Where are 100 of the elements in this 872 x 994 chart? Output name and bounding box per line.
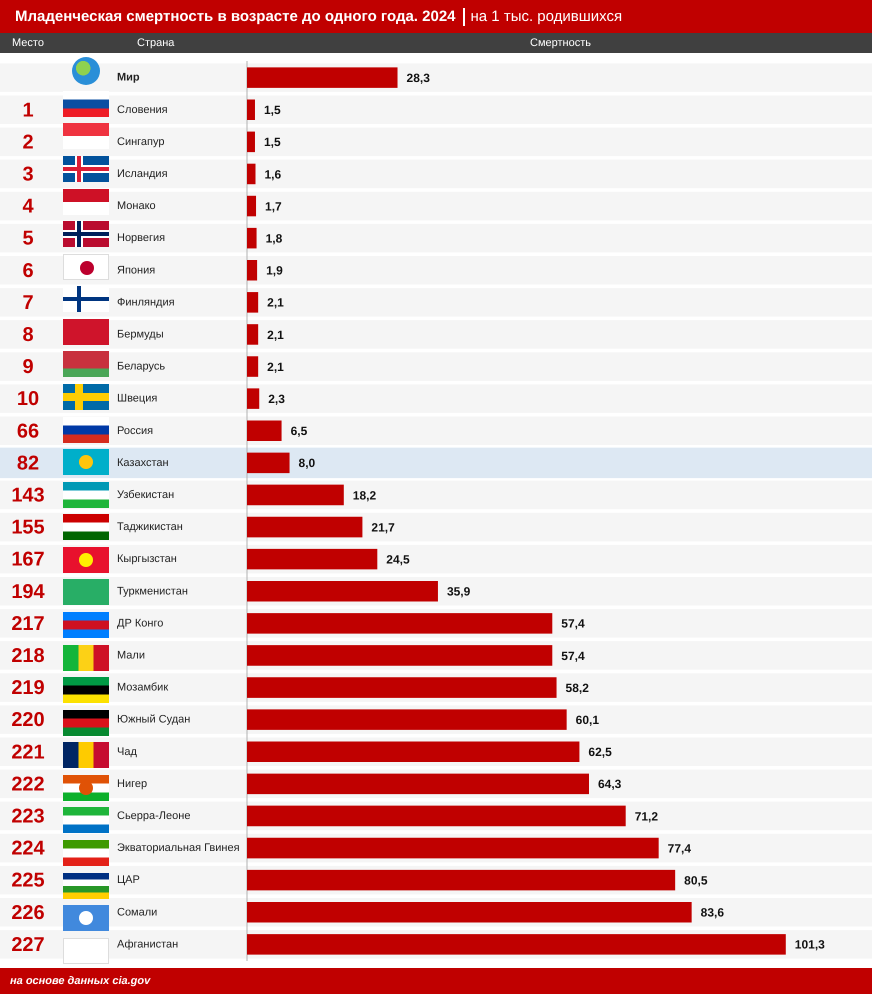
data-label: 8,0 [298, 456, 316, 470]
y-tick-label: Исландия [117, 168, 168, 180]
text: 218 [11, 644, 45, 667]
y-tick-label: Монако [117, 200, 156, 212]
data-label: 28,3 [406, 70, 430, 85]
y-tick-label: Беларусь [117, 360, 166, 373]
text: 194 [11, 580, 46, 603]
data-label: 71,2 [634, 809, 658, 824]
data-label: 77,4 [668, 841, 692, 856]
bar [247, 516, 362, 538]
data-label: 58,2 [566, 680, 590, 695]
data-label: 2,1 [267, 328, 284, 342]
data-label: 24,5 [386, 552, 410, 566]
data-label: 21,7 [371, 520, 396, 534]
bar [247, 934, 786, 955]
data-label: 83,6 [700, 906, 724, 920]
data-label: 6,5 [290, 424, 308, 438]
y-tick-label: Южный Судан [117, 714, 190, 726]
y-tick-label: ЦАР [117, 874, 140, 886]
text: 155 [11, 516, 45, 539]
bar [247, 99, 255, 120]
bar [247, 196, 256, 216]
bar [247, 709, 567, 730]
data-label: 1,8 [266, 231, 283, 246]
data-label: 57,4 [561, 616, 585, 631]
data-label: 1,6 [264, 167, 282, 182]
text: Страна [137, 37, 174, 49]
text: 9 [22, 356, 34, 378]
chart-subtitle: на 1 тыс. родившихся [462, 8, 622, 26]
text: 224 [11, 838, 46, 860]
bar [247, 484, 344, 506]
y-tick-label: Экваториальная Гвинея [117, 842, 240, 854]
data-label: 57,4 [561, 648, 585, 663]
y-tick-label: Россия [117, 424, 154, 437]
y-tick-label: Туркменистан [117, 585, 188, 598]
y-tick-label: Финляндия [117, 296, 175, 308]
y-tick-label: Швеция [117, 392, 158, 405]
text: 226 [11, 902, 45, 924]
bar [247, 580, 438, 602]
text: 6 [22, 260, 34, 282]
text: 225 [11, 870, 45, 892]
bar [247, 774, 589, 794]
y-tick-label: Норвегия [117, 232, 166, 244]
text: 82 [16, 452, 40, 474]
data-label: 1,9 [266, 264, 284, 278]
text: Место [12, 37, 44, 49]
data-label: 1,7 [265, 199, 282, 214]
text: 223 [11, 805, 45, 828]
text: 5 [22, 228, 34, 250]
bar [247, 452, 290, 474]
bar [247, 67, 398, 88]
text: 66 [16, 420, 40, 442]
data-label: 2,3 [268, 392, 286, 406]
bar [247, 292, 258, 313]
bar [247, 132, 255, 152]
text: 4 [22, 196, 34, 218]
bar [247, 677, 557, 698]
data-label: 60,1 [576, 712, 600, 727]
text: 143 [11, 484, 45, 506]
y-tick-label: Мали [117, 649, 145, 662]
bar [247, 613, 552, 634]
data-label: 35,9 [446, 584, 471, 599]
chart-title: Младенческая смертность в возрасте до одного года. 2024 [15, 8, 456, 25]
y-tick-label: Бермуды [117, 328, 164, 340]
data-label: 62,5 [588, 745, 612, 760]
bar [247, 870, 676, 890]
data-label: 2,1 [267, 360, 284, 374]
bar [247, 324, 258, 345]
text: 222 [11, 773, 45, 796]
y-tick-label: Словения [117, 104, 168, 116]
text: 217 [11, 612, 45, 635]
bar [247, 838, 659, 858]
bar [247, 164, 256, 184]
y-tick-label: Сингапур [117, 136, 165, 148]
bar [247, 420, 282, 442]
y-tick-label: Япония [117, 264, 156, 276]
data-label: 80,5 [684, 873, 708, 888]
y-tick-label: Чад [117, 746, 138, 758]
bar [247, 645, 552, 666]
y-tick-label: Сьерра-Леоне [117, 810, 190, 822]
bar [247, 902, 692, 923]
data-label: 1,5 [264, 103, 281, 118]
y-tick-label: Таджикистан [117, 521, 183, 534]
text: на основе данных cia.gov [10, 975, 150, 987]
data-label: 1,5 [264, 135, 281, 150]
text: 167 [11, 548, 45, 571]
text: 2 [22, 131, 34, 154]
y-tick-label: Казахстан [117, 456, 169, 469]
y-tick-label: Афганистан [117, 938, 178, 950]
data-label: 18,2 [352, 488, 376, 502]
bar [247, 228, 257, 248]
y-tick-label: Мир [117, 72, 140, 84]
y-tick-label: Сомали [117, 906, 158, 918]
text: 221 [11, 741, 45, 764]
bar [247, 806, 626, 826]
data-label: 101,3 [794, 938, 826, 952]
y-tick-label: Кыргызстан [117, 553, 177, 566]
data-label: 64,3 [598, 777, 622, 792]
text: Смертность [530, 37, 591, 49]
bar [247, 388, 260, 409]
